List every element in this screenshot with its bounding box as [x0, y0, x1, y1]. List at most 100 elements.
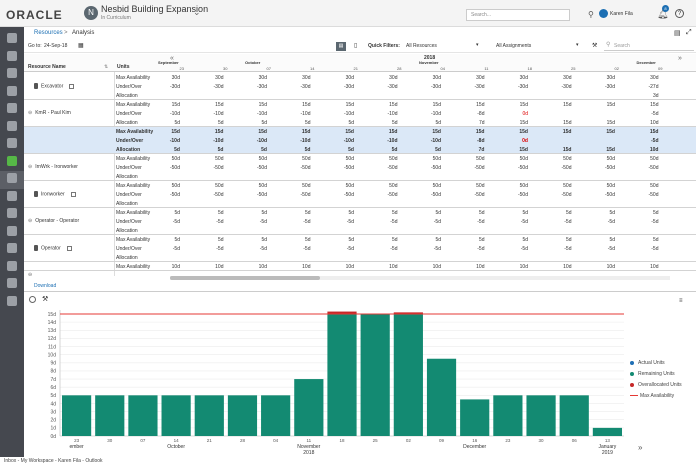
- document-icon[interactable]: ▤: [336, 42, 346, 51]
- project-avatar[interactable]: N: [84, 6, 98, 20]
- project-title[interactable]: Nesbid Building Expansion: [101, 4, 209, 14]
- bank-icon[interactable]: [7, 68, 17, 78]
- more-icon[interactable]: [7, 295, 17, 306]
- grid-cell: -50d: [256, 165, 267, 171]
- remaining-units-bar: [493, 395, 523, 436]
- settings-icon[interactable]: [7, 278, 17, 288]
- table-row[interactable]: Allocation 5d 5d 5d 5d 5d 5d 5d 7d 15d 15d 15d 10d: [24, 118, 696, 127]
- resource-name[interactable]: Excavator: [41, 83, 64, 90]
- table-row[interactable]: Under/Over -50d -50d -50d -50d -50d -50d -50d -5…: [24, 163, 696, 172]
- notes-icon[interactable]: [70, 191, 76, 197]
- collapse-toggle-icon[interactable]: ⊖: [28, 272, 33, 276]
- table-row[interactable]: Allocation: [24, 226, 696, 235]
- role-row[interactable]: ⊖ Operator - Operator: [28, 218, 79, 224]
- column-header-units[interactable]: Units: [117, 64, 130, 70]
- resource-name[interactable]: IrnWrk - Ironworker: [35, 164, 78, 170]
- resource-name[interactable]: Operator: [41, 245, 61, 252]
- calendar-icon[interactable]: [7, 120, 17, 131]
- people-icon[interactable]: [7, 103, 17, 113]
- chevron-right-icon[interactable]: »: [638, 443, 643, 452]
- help-icon[interactable]: ?: [675, 9, 684, 18]
- grid-search-input[interactable]: Search: [604, 41, 694, 51]
- table-row[interactable]: Allocation: [24, 199, 696, 208]
- list-icon[interactable]: [7, 173, 17, 183]
- table-row[interactable]: Under/Over -50d -50d -50d -50d -50d -50d -50d -5…: [24, 190, 696, 199]
- table-row[interactable]: Under/Over -10d -10d -10d -10d -10d -10d -10d -8…: [24, 136, 696, 145]
- scrollbar-thumb[interactable]: [170, 276, 320, 280]
- code-icon[interactable]: [7, 260, 17, 271]
- user-name-menu[interactable]: Karen Fila: [610, 11, 633, 17]
- collapse-toggle-icon[interactable]: ⊖: [28, 218, 33, 224]
- gantt-icon[interactable]: [7, 190, 17, 201]
- resource-row[interactable]: Operator: [34, 245, 72, 251]
- chevron-right-icon[interactable]: »: [678, 55, 682, 62]
- chevron-down-icon[interactable]: ▾: [476, 42, 479, 48]
- table-row[interactable]: Max Availability 5d 5d 5d 5d 5d 5d 5d 5d 5d 5d 5d 5d: [24, 208, 696, 217]
- table-row[interactable]: Under/Over -30d -30d -30d -30d -30d -30d -30d -3…: [24, 82, 696, 91]
- export-icon[interactable]: ▤: [674, 30, 681, 37]
- tools-icon[interactable]: ⚒: [592, 43, 598, 49]
- globe-icon[interactable]: [7, 85, 17, 96]
- resource-name[interactable]: KmR - Paul Kim: [35, 110, 71, 116]
- table-row[interactable]: Under/Over -5d -5d -5d -5d -5d -5d -5d -5d -5d -5d…: [24, 217, 696, 226]
- grid-cell: 10d: [519, 264, 528, 270]
- grid-cell: -50d: [430, 192, 441, 198]
- chart-icon[interactable]: [7, 50, 17, 61]
- chevron-left-icon[interactable]: «: [170, 55, 174, 62]
- chevron-down-icon[interactable]: ▾: [576, 42, 579, 48]
- assignments-select[interactable]: All Assignments: [496, 43, 532, 49]
- tools-icon[interactable]: ⚒: [42, 296, 49, 303]
- settings-icon[interactable]: [29, 296, 36, 303]
- grid-cell: -30d: [474, 84, 485, 90]
- resource-name[interactable]: Ironworker: [41, 191, 65, 198]
- filter-icon[interactable]: ▯: [354, 43, 358, 49]
- search-icon[interactable]: ⚲: [588, 10, 594, 19]
- bell-icon[interactable]: 🔔︎: [657, 9, 669, 19]
- clipboard-icon[interactable]: [7, 243, 17, 253]
- table-row[interactable]: Under/Over -5d -5d -5d -5d -5d -5d -5d -5d -5d -5d…: [24, 244, 696, 253]
- quick-filters-select[interactable]: All Resources: [406, 43, 437, 49]
- table-row[interactable]: Allocation 5d 5d 5d 5d 5d 5d 5d 7d 15d 15d 15d 10d: [24, 145, 696, 154]
- avatar[interactable]: [599, 9, 608, 18]
- role-row[interactable]: ⊖ IrnWrk - Ironworker: [28, 164, 78, 170]
- table-row[interactable]: Max Availability 5d 5d 5d 5d 5d 5d 5d 5d 5d 5d 5d 5d: [24, 235, 696, 244]
- calendar-icon[interactable]: ▦: [78, 43, 84, 49]
- table-row[interactable]: Allocation: [24, 172, 696, 181]
- grid-cell: -50d: [300, 165, 311, 171]
- table-row[interactable]: Max Availability 50d 50d 50d 50d 50d 50d 50d 50d…: [24, 181, 696, 190]
- chevron-down-icon[interactable]: ⌄: [193, 7, 201, 17]
- sort-icon[interactable]: ⇅: [104, 64, 109, 70]
- expand-icon[interactable]: ⤢: [686, 29, 692, 36]
- grid-cell: -5d: [216, 246, 224, 252]
- resource-row[interactable]: Ironworker: [34, 191, 76, 197]
- breadcrumb-resources-link[interactable]: Resources: [34, 30, 63, 36]
- notes-icon[interactable]: [69, 83, 75, 89]
- collapse-toggle-icon[interactable]: ⊖: [28, 110, 33, 116]
- horizontal-scrollbar[interactable]: [170, 276, 670, 280]
- table-row[interactable]: Max Availability 30d 30d 30d 30d 30d 30d 30d 30d…: [24, 73, 696, 82]
- column-header-resource[interactable]: Resource Name: [28, 64, 66, 70]
- table-row[interactable]: Max Availability 15d 15d 15d 15d 15d 15d 15d 15d…: [24, 100, 696, 109]
- report-icon[interactable]: [7, 225, 17, 236]
- table-row[interactable]: Allocation: [24, 253, 696, 262]
- home-icon[interactable]: [7, 33, 17, 43]
- resources-icon[interactable]: [7, 155, 17, 166]
- notes-icon[interactable]: [66, 245, 72, 251]
- table-row[interactable]: Max Availability 10d 10d 10d 10d 10d 10d 10d 10d…: [24, 262, 696, 271]
- table-row[interactable]: Allocation 3d: [24, 91, 696, 100]
- role-row[interactable]: ⊖ KmR - Paul Kim: [28, 110, 71, 116]
- table-row[interactable]: Under/Over -10d -10d -10d -10d -10d -10d -10d -8…: [24, 109, 696, 118]
- table-row[interactable]: Max Availability 50d 50d 50d 50d 50d 50d 50d 50d…: [24, 154, 696, 163]
- collapse-toggle-icon[interactable]: ⊖: [28, 164, 33, 170]
- grid-cell: 30d: [389, 75, 398, 81]
- table-row[interactable]: Max Availability 15d 15d 15d 15d 15d 15d 15d 15d…: [24, 127, 696, 136]
- resource-name[interactable]: Operator - Operator: [35, 218, 80, 224]
- goto-date-input[interactable]: 24-Sep-18: [44, 43, 68, 49]
- document-icon[interactable]: [7, 138, 17, 148]
- menu-icon[interactable]: ≡: [679, 298, 683, 304]
- download-link[interactable]: Download: [34, 283, 57, 289]
- role-row[interactable]: ⊖: [28, 272, 35, 276]
- global-search-input[interactable]: Search...: [466, 9, 570, 21]
- resource-row[interactable]: Excavator: [34, 83, 75, 90]
- hierarchy-icon[interactable]: [7, 208, 17, 218]
